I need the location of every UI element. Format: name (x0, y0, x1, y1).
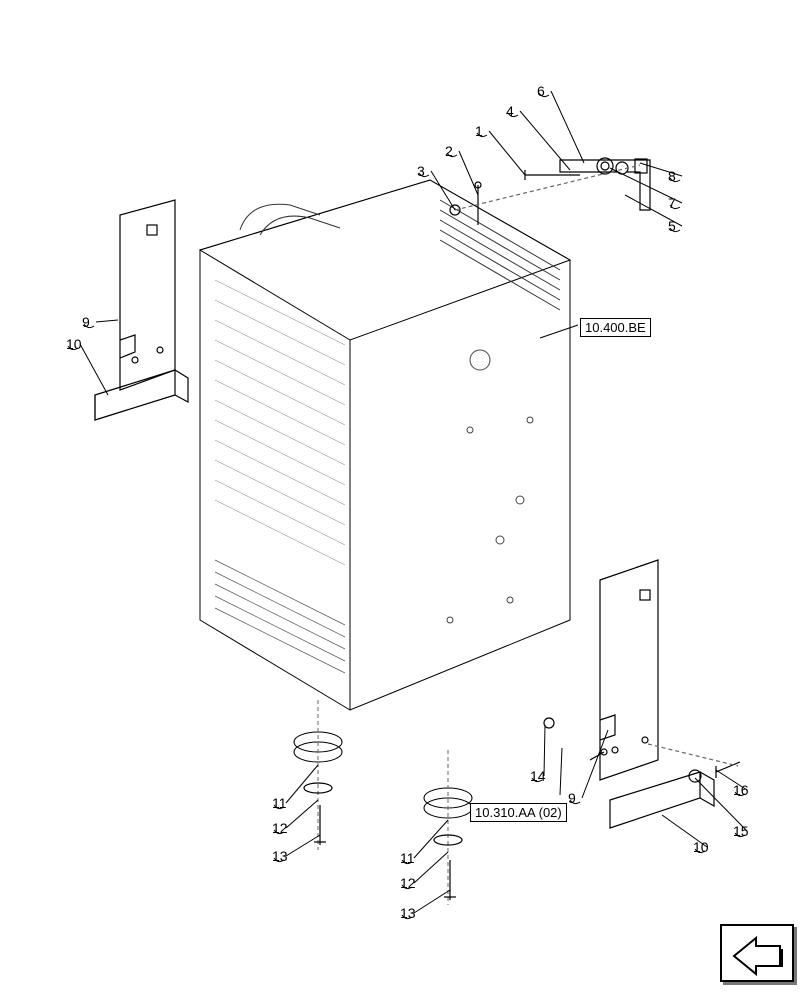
callout-15: 15 (733, 823, 749, 839)
callout-5: 5 (668, 218, 676, 234)
callout-10: 10 (693, 839, 709, 855)
arrow-icon (722, 926, 792, 980)
reference-10-400-BE: 10.400.BE (580, 318, 651, 337)
callout-13: 13 (400, 905, 416, 921)
reference-10-310-AA-02-: 10.310.AA (02) (470, 803, 567, 822)
callout-6: 6 (537, 83, 545, 99)
callout-8: 8 (668, 168, 676, 184)
diagram-stage: 12345678910910111213111213141516 10.400.… (0, 0, 812, 1000)
callout-1: 1 (475, 123, 483, 139)
nav-back-button[interactable] (720, 924, 794, 982)
callout-14: 14 (530, 768, 546, 784)
callout-11: 11 (400, 850, 415, 866)
callout-16: 16 (733, 782, 749, 798)
callout-4: 4 (506, 103, 514, 119)
callout-12: 12 (272, 820, 288, 836)
callout-12: 12 (400, 875, 416, 891)
callout-9: 9 (568, 790, 576, 806)
callout-3: 3 (417, 163, 425, 179)
callout-13: 13 (272, 848, 288, 864)
callout-10: 10 (66, 336, 82, 352)
callout-7: 7 (668, 195, 676, 211)
callout-9: 9 (82, 314, 90, 330)
callout-11: 11 (272, 795, 287, 811)
callout-2: 2 (445, 143, 453, 159)
